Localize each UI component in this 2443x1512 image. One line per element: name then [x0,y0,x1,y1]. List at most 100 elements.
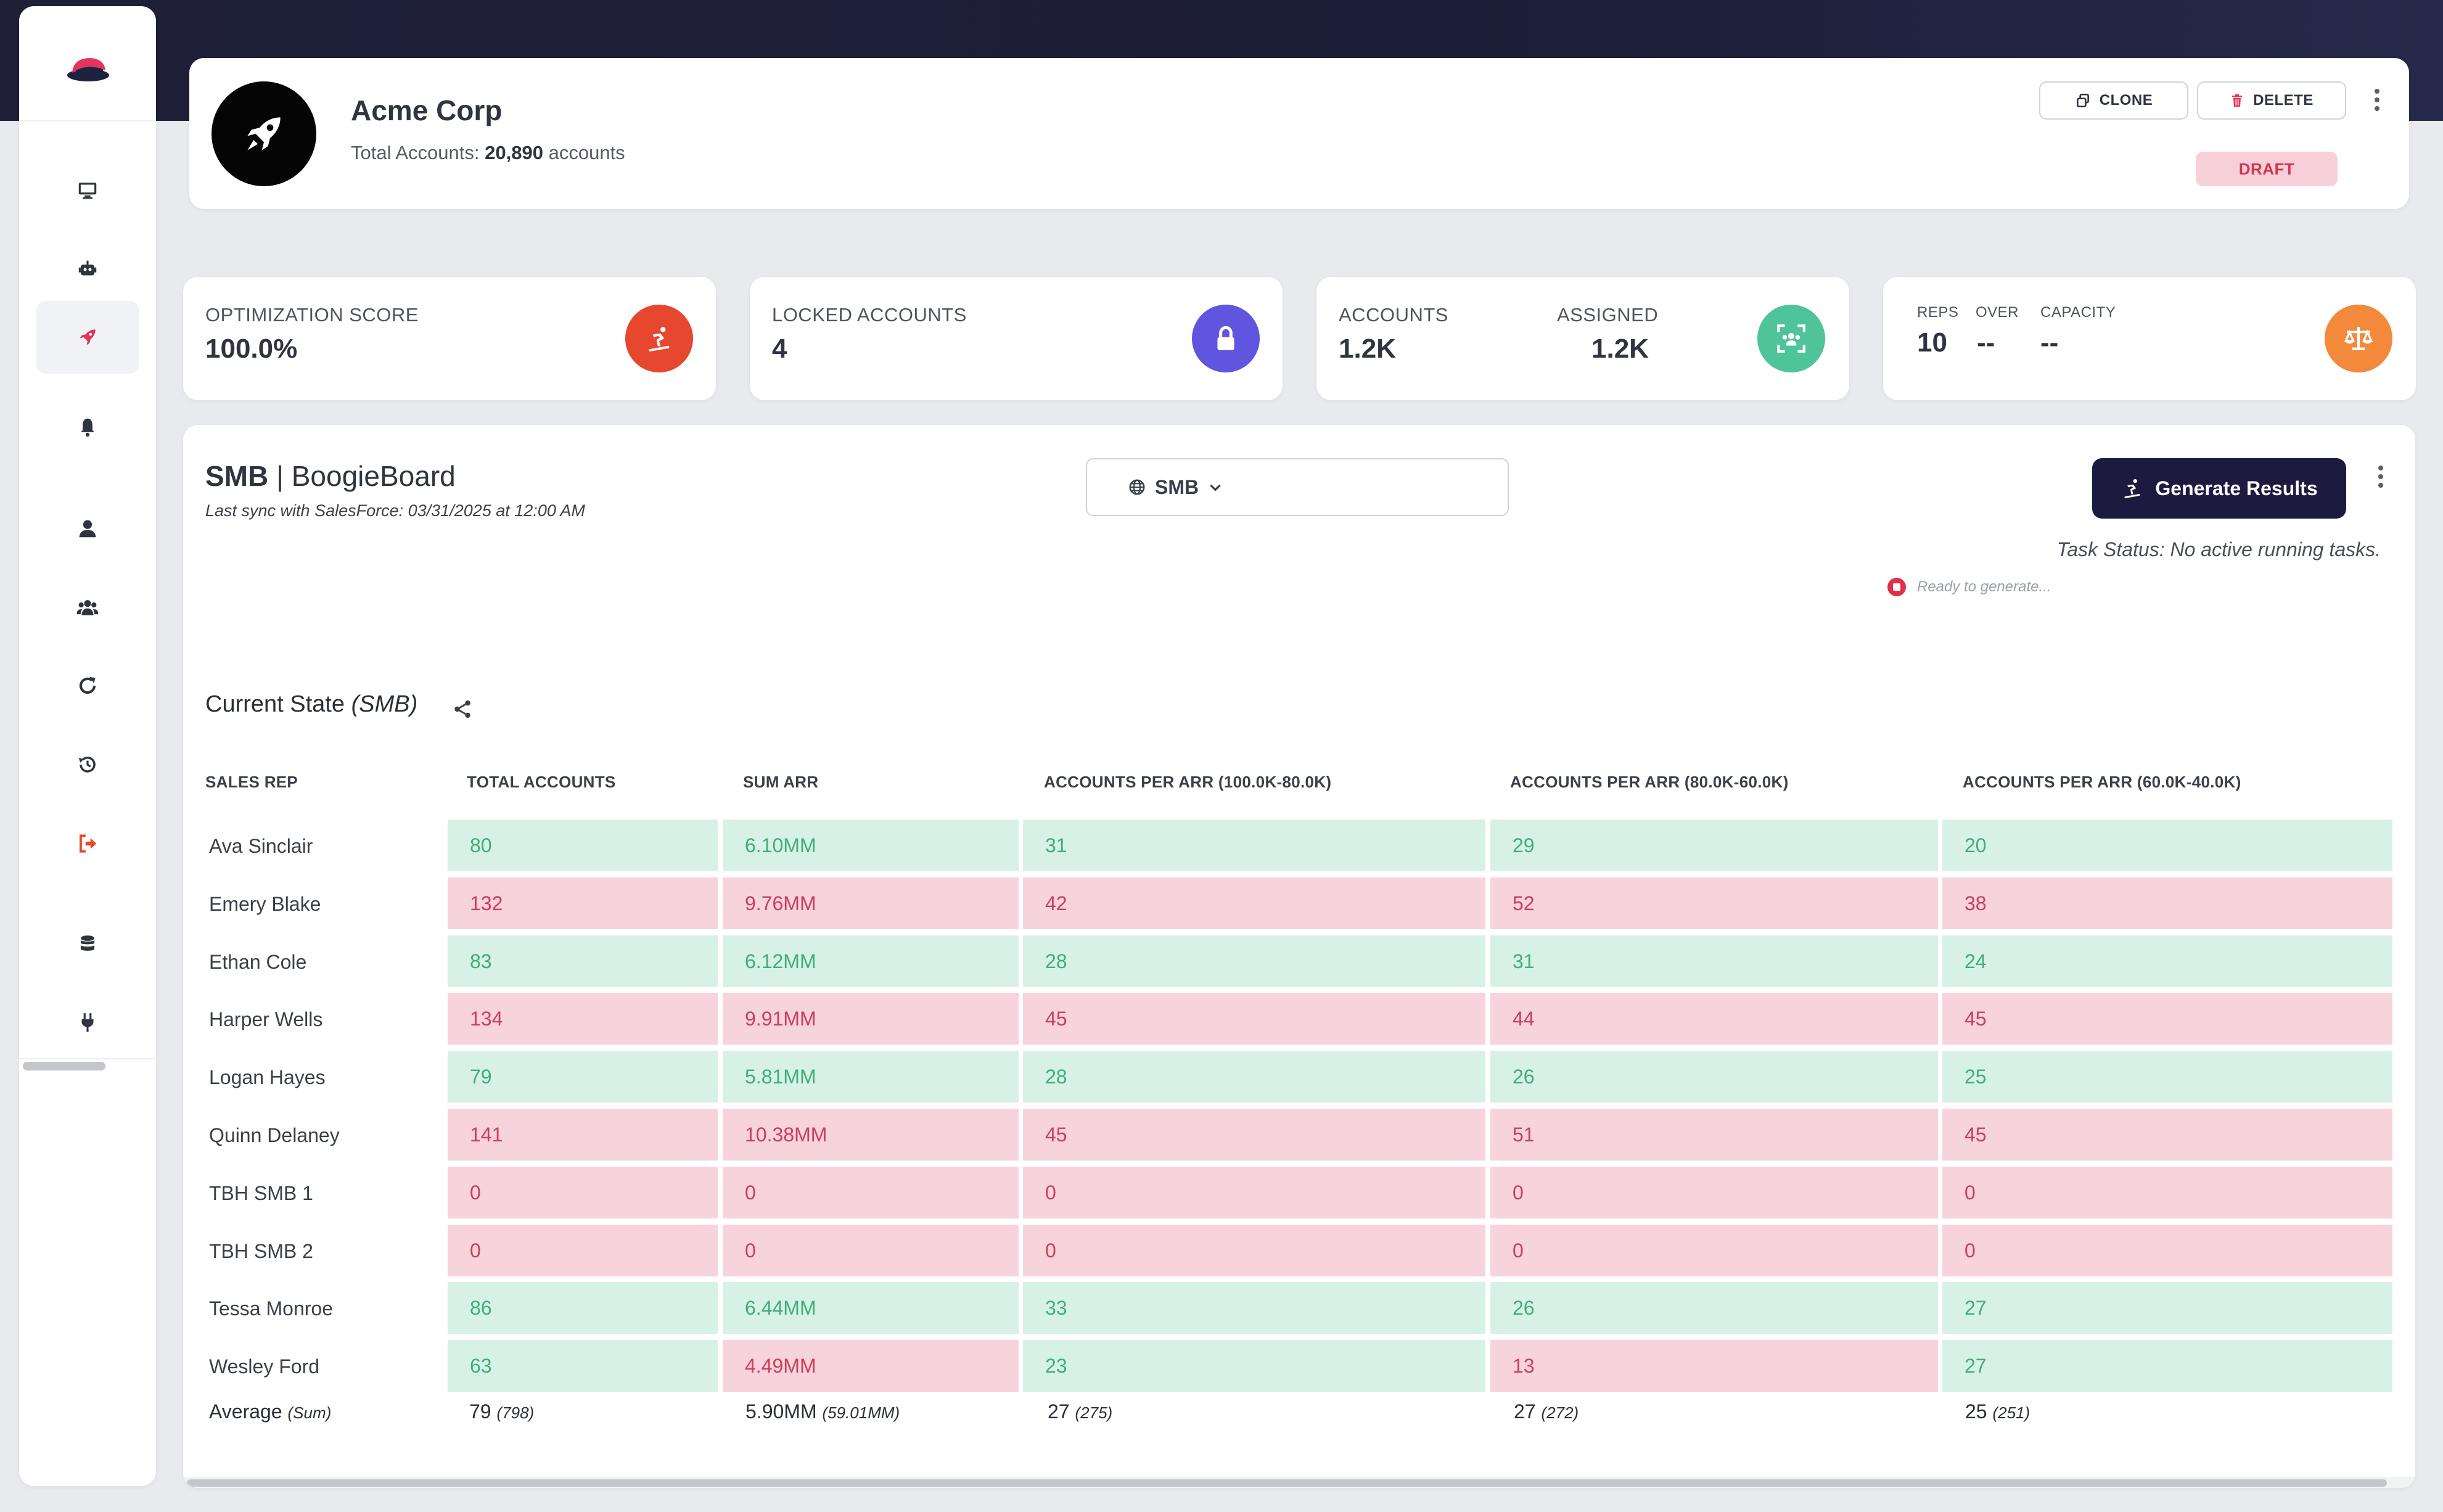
table-cell: 26 [1490,1282,1938,1334]
table-cell: 27 [1942,1340,2392,1392]
table-row[interactable]: Ethan Cole 83 6.12MM 28 31 24 [183,935,2415,988]
table-cell: 45 [1942,993,2392,1045]
table-cell: 29 [1490,820,1938,871]
sales-rep-name: Wesley Ford [209,1355,320,1378]
nav-team[interactable] [36,571,139,644]
sum-value: (251) [1992,1403,2030,1422]
nav-dashboard[interactable] [36,154,139,227]
table-row[interactable]: Wesley Ford 63 4.49MM 23 13 27 [183,1340,2415,1393]
segment-select[interactable]: SMB [1086,458,1509,516]
column-header-accounts-per-arr-80k-60k[interactable]: ACCOUNTS PER ARR (80.0K-60.0K) [1510,773,1789,791]
table-cell: 5.81MM [723,1051,1019,1103]
organization-header: Acme Corp Total Accounts: 20,890 account… [189,58,2409,209]
segment-select-value: SMB [1155,475,1199,498]
table-row[interactable]: Ava Sinclair 80 6.10MM 31 29 20 [183,820,2415,873]
sales-rep-name: Quinn Delaney [209,1124,340,1146]
bell-icon [80,418,95,437]
lock-icon [1192,305,1260,372]
nav-territories[interactable] [36,301,139,374]
generate-results-button[interactable]: Generate Results [2092,458,2346,519]
sidebar-scrollbar-thumb[interactable] [23,1062,105,1070]
table-row[interactable]: Harper Wells 134 9.91MM 45 44 45 [183,993,2415,1046]
nav-logout[interactable] [36,807,139,880]
ready-indicator: Ready to generate... [1887,578,2051,596]
average-sum-arr: 5.90MM (59.01MM) [745,1393,900,1431]
column-header-sum-arr[interactable]: SUM ARR [743,773,819,791]
chevron-down-icon [1210,484,1221,491]
capacity-label: CAPACITY [2040,304,2116,321]
total-accounts-summary: Total Accounts: 20,890 accounts [351,142,625,164]
assigned-value: 1.2K [1591,334,1649,364]
current-state-label: Current State [205,691,345,717]
sidebar-scrollbar[interactable] [19,1058,156,1075]
table-cell: 9.76MM [723,877,1019,929]
column-header-accounts-per-arr-100k-80k[interactable]: ACCOUNTS PER ARR (100.0K-80.0K) [1044,773,1332,791]
table-row[interactable]: Tessa Monroe 86 6.44MM 33 26 27 [183,1282,2415,1335]
table-cell: 25 [1942,1051,2392,1103]
generate-results-label: Generate Results [2155,477,2318,499]
nav-integrations[interactable] [36,987,139,1059]
table-cell: 6.10MM [723,820,1019,871]
header-more-menu[interactable] [2373,89,2381,111]
table-cell: 132 [448,877,718,929]
table-cell: 13 [1490,1340,1938,1392]
sign-out-icon [80,834,97,853]
column-header-sales-rep[interactable]: SALES REP [205,773,298,791]
clone-button[interactable]: CLONE [2039,81,2188,120]
table-cell: 0 [1023,1166,1485,1218]
nav-data[interactable] [36,908,139,980]
share-icon[interactable] [452,699,473,720]
sales-rep-name: TBH SMB 2 [209,1239,313,1262]
table-scrollbar-thumb[interactable] [187,1479,2387,1487]
table-cell: 0 [723,1224,1019,1276]
table-row[interactable]: Quinn Delaney 141 10.38MM 45 51 45 [183,1109,2415,1162]
average-label-cell: Average (Sum) [209,1393,331,1431]
history-icon [78,757,96,773]
nav-history[interactable] [36,728,139,801]
assigned-label: ASSIGNED [1557,304,1659,326]
hat-logo-icon[interactable] [64,49,113,86]
column-header-total-accounts[interactable]: TOTAL ACCOUNTS [467,773,616,791]
robot-icon [78,260,97,276]
table-cell: 33 [1023,1282,1485,1334]
sales-rep-name: Ava Sinclair [209,835,313,857]
table-cell: 0 [1942,1224,2392,1276]
optimization-score-value: 100.0% [205,334,298,364]
delete-button[interactable]: DELETE [2197,81,2346,120]
sidebar-divider [19,120,156,121]
table-row[interactable]: Emery Blake 132 9.76MM 42 52 38 [183,877,2415,931]
table-cell: 86 [448,1282,718,1334]
user-icon [79,520,96,538]
current-state-segment: (SMB) [351,691,418,717]
total-accounts-suffix: accounts [548,142,625,163]
plug-icon [81,1013,94,1032]
clone-icon [2076,93,2089,108]
table-cell: 0 [1490,1166,1938,1218]
table-cell: 79 [448,1051,718,1103]
average-value: 25 [1965,1400,1987,1423]
table-cell: 28 [1023,935,1485,987]
column-header-accounts-per-arr-60k-40k[interactable]: ACCOUNTS PER ARR (60.0K-40.0K) [1963,773,2241,791]
organization-avatar [211,81,316,186]
nav-profile[interactable] [36,492,139,565]
board-title-separator: | [276,460,284,492]
nav-sync[interactable] [36,649,139,722]
accounts-value: 1.2K [1339,334,1396,364]
optimization-score-label: OPTIMIZATION SCORE [205,304,419,326]
table-row[interactable]: Logan Hayes 79 5.81MM 28 26 25 [183,1051,2415,1104]
table-cell: 52 [1490,877,1938,929]
nav-automation[interactable] [36,233,139,306]
table-cell: 26 [1490,1051,1938,1103]
sales-rep-name: Emery Blake [209,892,321,915]
globe-icon [1129,479,1145,495]
table-cell: 0 [1023,1224,1485,1276]
board-more-menu[interactable] [2377,466,2384,488]
average-value: 79 [469,1400,491,1423]
sum-value: (798) [496,1403,535,1422]
table-cell: 27 [1942,1282,2392,1334]
table-cell: 38 [1942,877,2392,929]
nav-notifications[interactable] [36,391,139,464]
table-cell: 4.49MM [723,1340,1019,1392]
